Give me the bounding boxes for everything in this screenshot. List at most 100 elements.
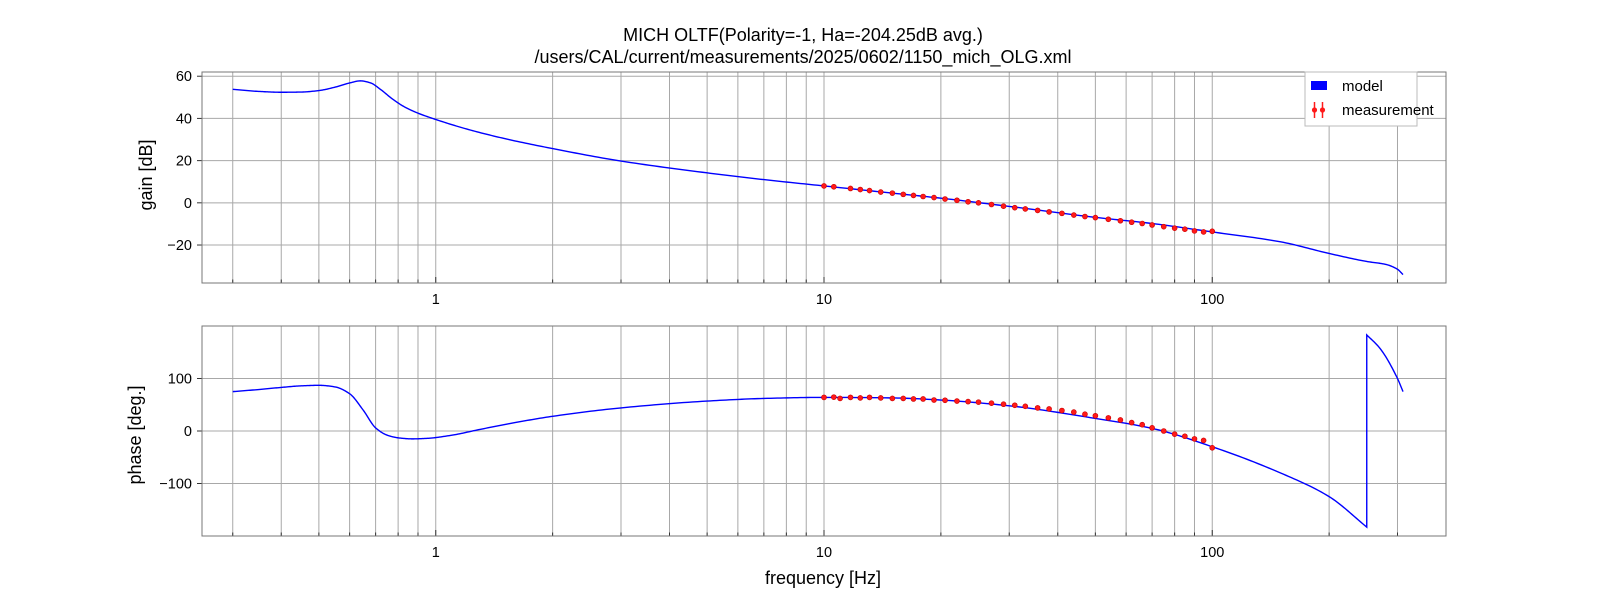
gain-measurement-point xyxy=(877,189,884,195)
phase-measurement-point xyxy=(1171,431,1178,437)
phase-measurement-point xyxy=(821,394,827,401)
phase-measurement-point xyxy=(900,395,907,402)
gain-measurement-point xyxy=(1209,228,1216,235)
phase-measurement-point xyxy=(931,397,937,403)
gain-measurement-point xyxy=(1046,209,1052,215)
phase-measurement-point xyxy=(920,396,926,402)
gain-ytick-label: 40 xyxy=(176,111,192,127)
phase-measurement-point xyxy=(1022,403,1029,410)
phase-panel: 100 0 −100 1 10 100 xyxy=(159,325,1447,561)
phase-axis-label: phase [deg.] xyxy=(125,385,145,484)
gain-measurement-point xyxy=(1000,203,1007,209)
phase-measurement-point xyxy=(877,395,884,401)
gain-measurement-point xyxy=(1200,229,1207,235)
phase-ytick-label: 100 xyxy=(168,372,192,388)
gain-measurement-point xyxy=(942,196,948,202)
gain-measurement-point xyxy=(1022,206,1029,212)
phase-measurement-point xyxy=(910,396,917,402)
phase-measurement-point xyxy=(866,394,873,401)
legend-measurement-marker-2 xyxy=(1319,107,1326,113)
gain-ytick-label: 60 xyxy=(176,69,192,85)
phase-measurement-point xyxy=(1191,436,1198,442)
chart-subtitle: /users/CAL/current/measurements/2025/060… xyxy=(535,47,1072,68)
gain-measurement-point xyxy=(975,200,982,206)
phase-xtick-label: 100 xyxy=(1200,545,1224,561)
phase-measurement-point xyxy=(1059,407,1065,414)
phase-ytick-label: −100 xyxy=(159,477,192,493)
phase-measurement-point xyxy=(942,397,948,404)
gain-ytick-label: −20 xyxy=(167,238,192,254)
gain-xtick-label: 1 xyxy=(432,292,440,308)
gain-measurement-point xyxy=(1034,207,1041,214)
gain-measurement-point xyxy=(1092,214,1099,221)
legend-measurement-marker-1 xyxy=(1311,107,1318,113)
phase-measurement-point xyxy=(857,395,864,401)
phase-measurement-point xyxy=(1209,444,1216,451)
phase-measurement-point xyxy=(831,394,837,400)
legend-model-swatch xyxy=(1311,81,1327,90)
chart-title: MICH OLTF(Polarity=-1, Ha=-204.25dB avg.… xyxy=(623,25,983,45)
legend-model-label: model xyxy=(1342,78,1383,95)
gain-measurement-point xyxy=(920,193,926,200)
gain-axis-label: gain [dB] xyxy=(136,139,156,210)
phase-measurement-point xyxy=(1160,428,1167,434)
gain-measurement-point xyxy=(1071,212,1077,218)
gain-measurement-point xyxy=(1011,204,1018,211)
gain-measurement-point xyxy=(1128,219,1135,226)
legend-measurement-label: measurement xyxy=(1342,102,1435,119)
phase-measurement-point xyxy=(847,394,854,401)
gain-measurement-point xyxy=(988,201,995,208)
phase-measurement-point xyxy=(1182,433,1188,440)
phase-measurement-point xyxy=(1117,417,1124,423)
gain-measurement-point xyxy=(1149,222,1155,228)
phase-measurement-point xyxy=(965,398,971,405)
phase-measurement-point xyxy=(837,395,843,402)
gain-measurement-point xyxy=(889,190,896,196)
gain-measurement-point xyxy=(821,183,827,189)
gain-measurement-point xyxy=(831,183,837,190)
gain-measurement-point xyxy=(1171,225,1178,231)
phase-measurement-point xyxy=(1071,409,1077,415)
phase-measurement-point xyxy=(1000,401,1007,408)
gain-axes-frame xyxy=(201,71,1447,284)
phase-model-curve xyxy=(232,333,1404,529)
phase-measurement-point xyxy=(988,400,995,406)
phase-ytick-label: 0 xyxy=(184,424,192,440)
phase-measurement-point xyxy=(889,395,896,402)
phase-measurement-point xyxy=(1034,405,1041,411)
gain-measurement-point xyxy=(931,194,937,201)
legend: model measurement xyxy=(1304,71,1435,127)
phase-xtick-label: 1 xyxy=(432,545,440,561)
gain-measurement-point xyxy=(900,191,907,198)
gain-measurement-point xyxy=(847,185,854,192)
gain-measurement-point xyxy=(1160,223,1167,230)
phase-axes-frame xyxy=(201,325,1447,537)
gain-measurement-point xyxy=(1139,220,1145,227)
gain-measurement-point xyxy=(1082,213,1088,220)
gain-measurement-point xyxy=(910,192,917,199)
gain-measurement-point xyxy=(965,198,971,205)
phase-measurement-point xyxy=(1011,402,1018,409)
gain-measurement-point xyxy=(866,187,873,194)
frequency-axis-label: frequency [Hz] xyxy=(765,568,881,588)
gain-measurement-point xyxy=(1191,228,1198,234)
gain-ytick-label: 0 xyxy=(184,196,192,212)
gain-ytick-label: 20 xyxy=(176,154,192,170)
phase-measurement-point xyxy=(1139,421,1145,428)
phase-measurement-point xyxy=(1200,437,1207,444)
gain-panel: 60 40 20 0 −20 1 10 100 xyxy=(167,69,1447,308)
gain-xtick-label: 100 xyxy=(1200,292,1224,308)
gain-measurement-point xyxy=(1105,216,1112,223)
gain-measurement-point xyxy=(954,197,960,204)
gain-measurement-point xyxy=(1182,226,1188,232)
phase-measurement-point xyxy=(1046,406,1052,412)
phase-measurement-point xyxy=(975,399,982,405)
phase-measurement-point xyxy=(1105,415,1112,421)
gain-measurement-point xyxy=(1059,210,1065,217)
phase-measurement-point xyxy=(954,398,960,404)
phase-measurement-point xyxy=(1128,419,1135,426)
gain-measurement-point xyxy=(857,186,864,193)
gain-measurement-point xyxy=(1117,217,1124,224)
